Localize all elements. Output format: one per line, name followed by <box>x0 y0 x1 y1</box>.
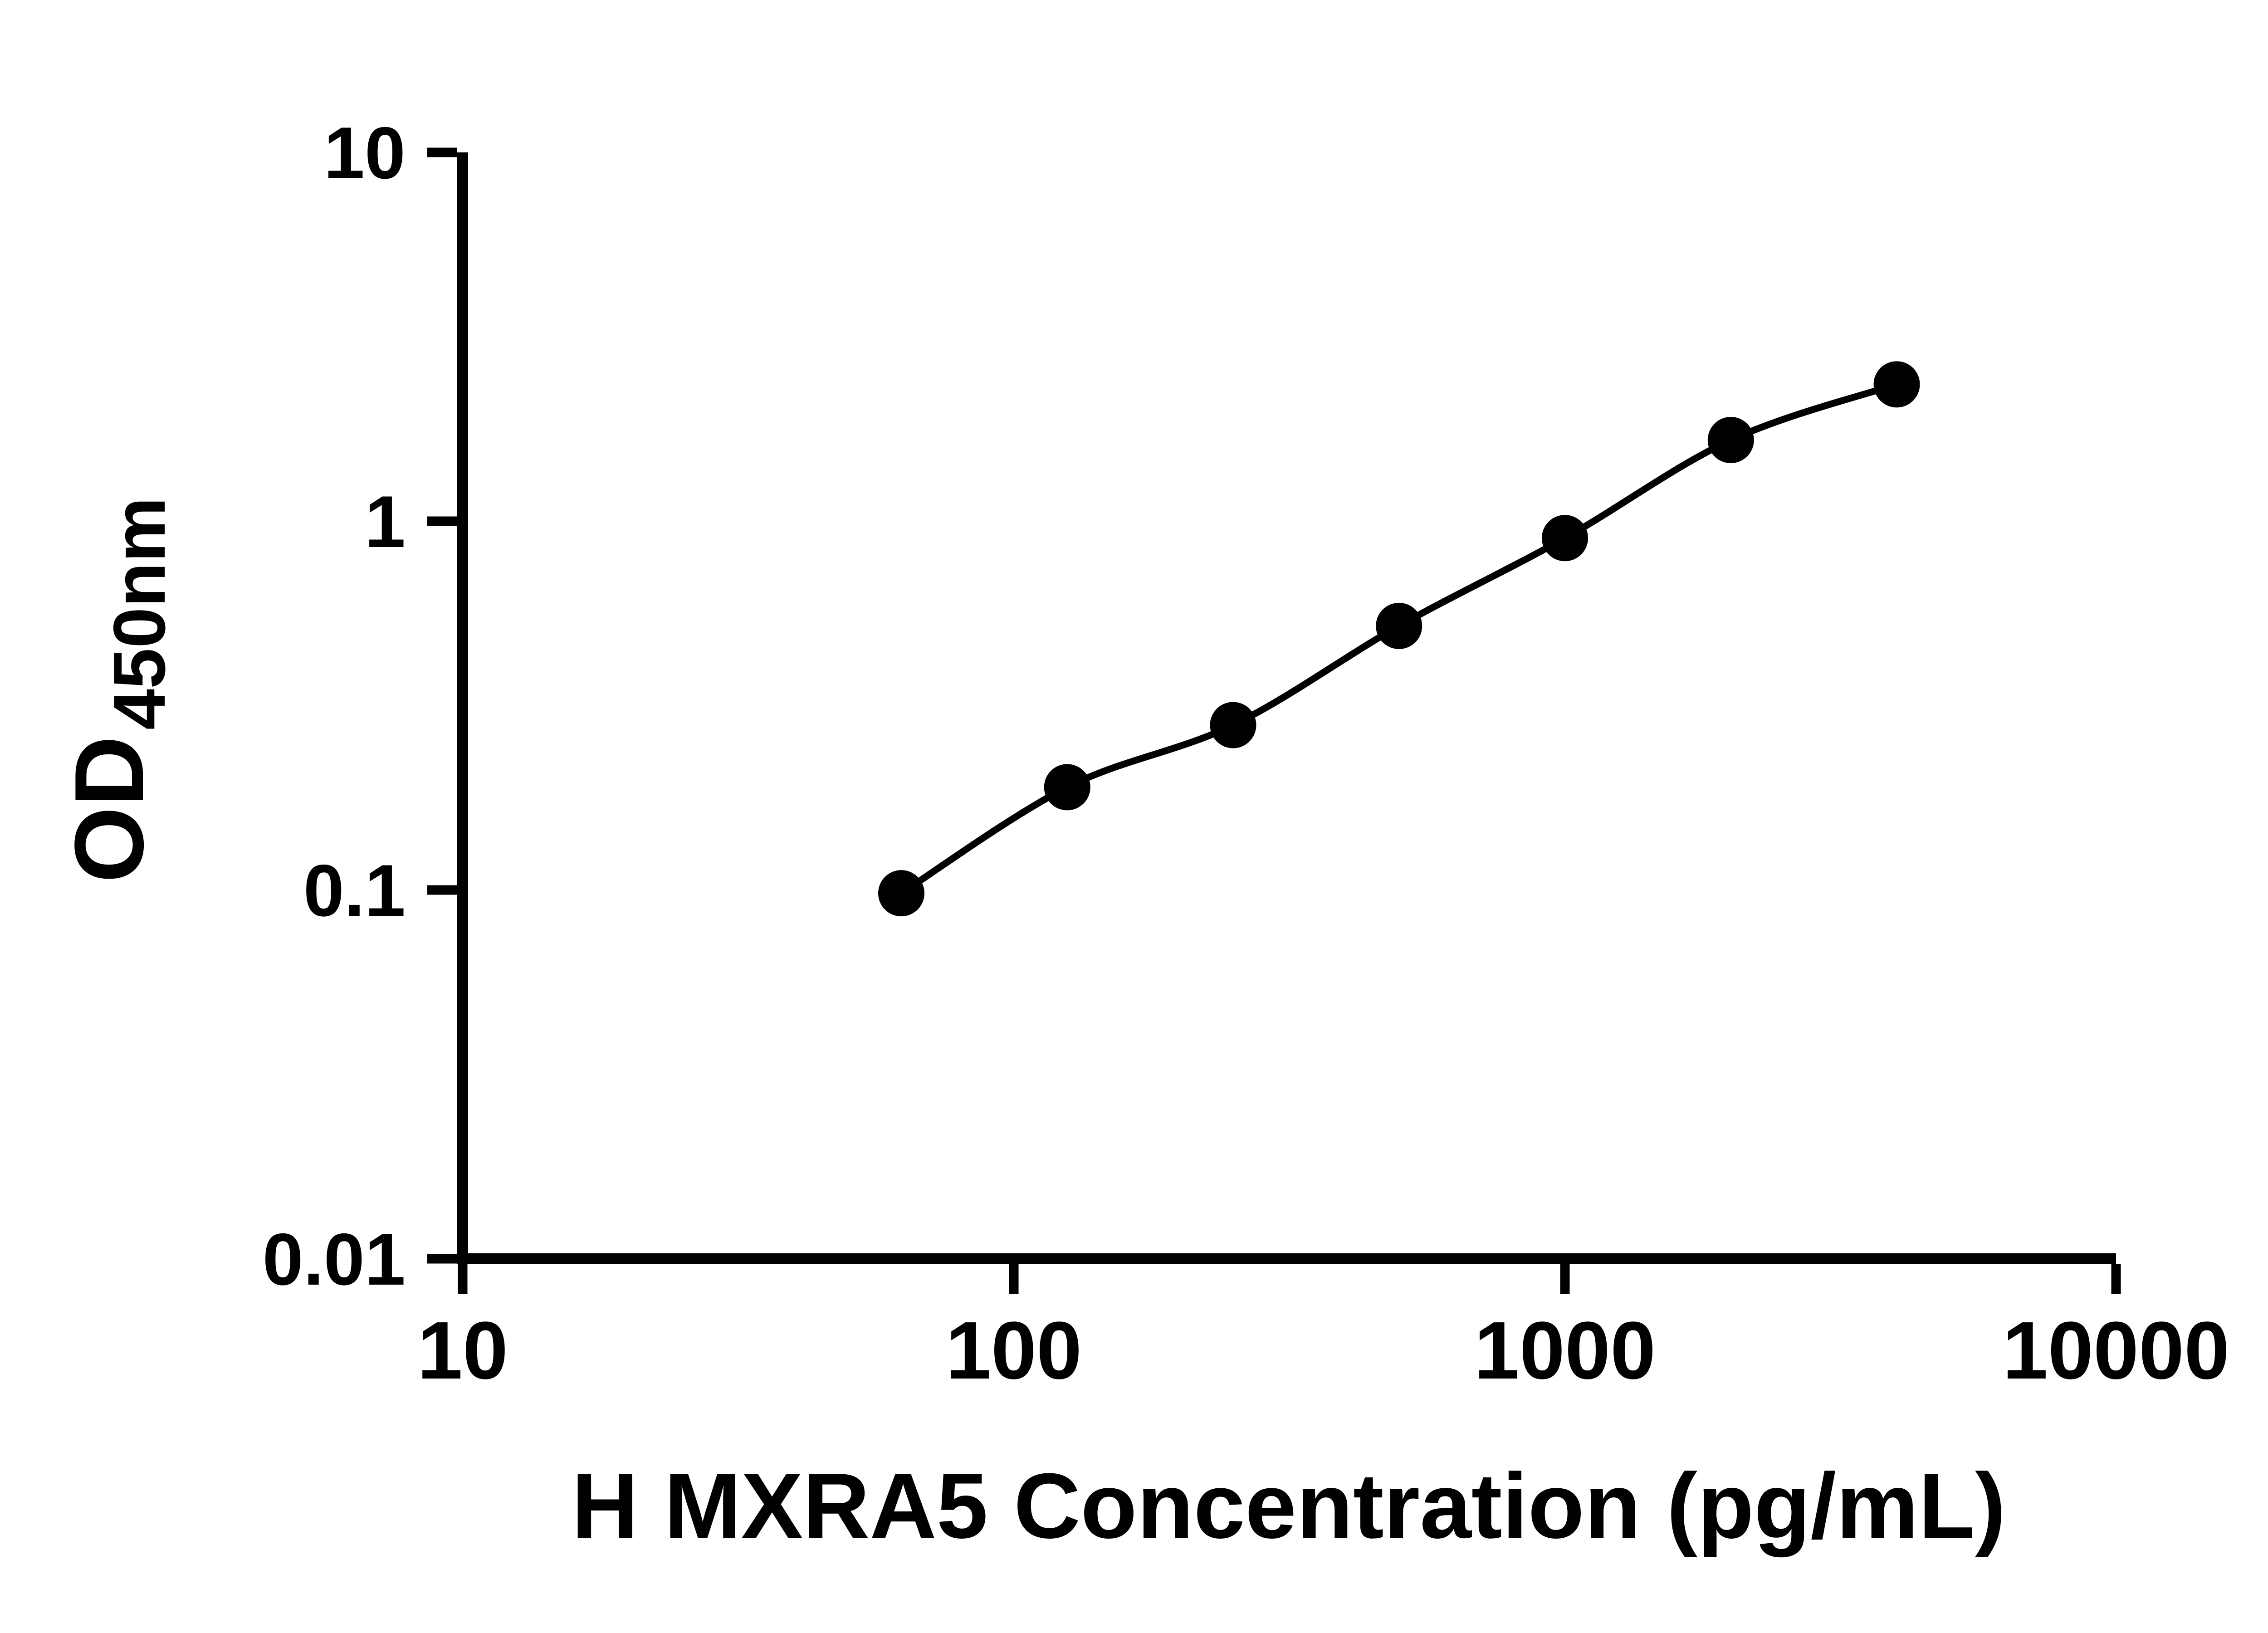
y-axis-ticks: 0.01 0.1 1 10 <box>263 112 457 1301</box>
y-axis-title-subscript: 450nm <box>98 497 181 730</box>
data-point <box>1707 417 1754 464</box>
standard-curve-series <box>878 361 1920 917</box>
x-tick-label: 10 <box>417 1305 508 1396</box>
x-tick-label: 1000 <box>1474 1305 1656 1396</box>
x-tick-label: 100 <box>946 1305 1082 1396</box>
y-axis-title-main: OD <box>54 736 164 883</box>
data-point <box>1044 764 1090 811</box>
y-tick-label: 10 <box>324 112 406 194</box>
data-point <box>1542 515 1588 562</box>
x-axis-ticks: 10 100 1000 10000 <box>417 1264 2229 1396</box>
y-tick-label: 0.1 <box>303 850 406 932</box>
y-tick-label: 1 <box>365 481 406 563</box>
axis-lines <box>457 152 2116 1264</box>
y-tick-label: 0.01 <box>263 1218 406 1301</box>
y-axis-title: OD 450nm <box>54 497 181 883</box>
data-point <box>878 870 924 917</box>
data-point <box>1873 361 1920 408</box>
data-point <box>1210 702 1256 748</box>
data-point <box>1376 602 1422 649</box>
x-tick-label: 10000 <box>2003 1305 2230 1396</box>
x-axis-title: H MXRA5 Concentration (pg/mL) <box>572 1454 2006 1558</box>
